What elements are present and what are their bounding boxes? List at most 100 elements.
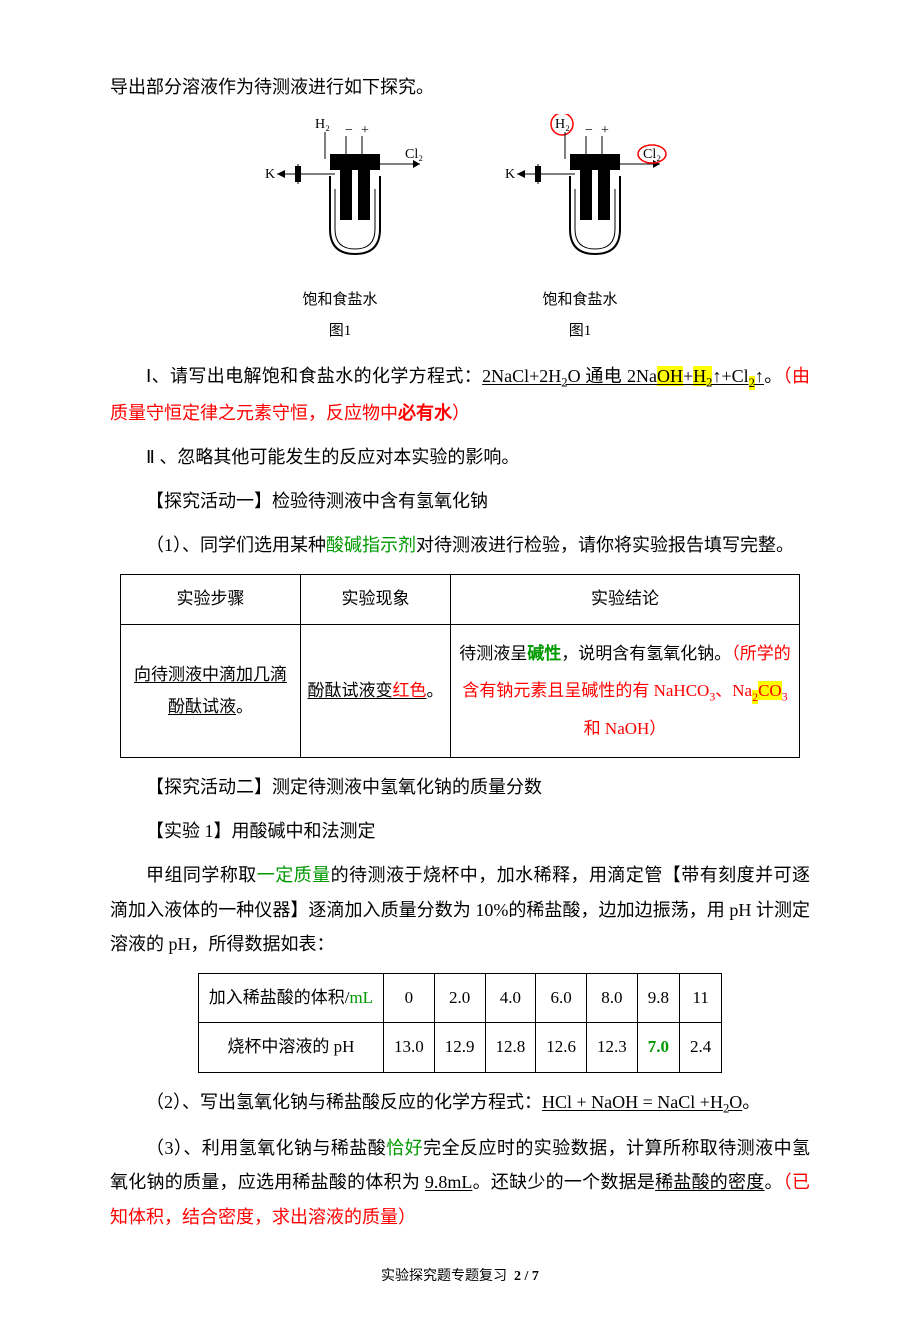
t2-cell: 12.3: [587, 1023, 638, 1072]
table-row: 实验步骤 实验现象 实验结论: [121, 575, 800, 624]
t2-cell: 2.4: [680, 1023, 722, 1072]
r1-prefix: Ⅰ、请写出电解饱和食盐水的化学方程式：: [146, 366, 482, 386]
q3-d: 。还缺少的一个数据是: [472, 1172, 655, 1192]
t2-cell: 12.9: [434, 1023, 485, 1072]
q1-c: 对待测液进行检验，请你将实验报告填写完整。: [416, 535, 794, 555]
t2-r2-label: 烧杯中溶液的 pH: [198, 1023, 383, 1072]
q2-prefix: （2）、写出氢氧化钠与稀盐酸反应的化学方程式：: [146, 1092, 542, 1112]
t2r1b: mL: [349, 988, 373, 1007]
electrolysis-svg-2: H₂ − + Cl₂ K: [485, 114, 675, 284]
electrode-neg: −: [345, 123, 353, 138]
eq-f: ↑+Cl: [712, 366, 748, 386]
cell-phenom: 酚酞试液变红色。: [301, 624, 451, 757]
footer-page: 2 / 7: [514, 1269, 539, 1284]
step-c: 。: [236, 697, 253, 716]
eq-oh: OH: [657, 366, 683, 386]
step-b: 酚酞试液: [168, 697, 236, 716]
roman-2: Ⅱ 、忽略其他可能发生的反应对本实验的影响。: [110, 440, 810, 474]
table-1: 实验步骤 实验现象 实验结论 向待测液中滴加几滴 酚酞试液。 酚酞试液变红色。 …: [120, 574, 800, 758]
ph-c: 。: [427, 681, 444, 700]
q1: （1）、同学们选用某种酸碱指示剂对待测液进行检验，请你将实验报告填写完整。: [110, 528, 810, 562]
activity-2-title: 【探究活动二】测定待测液中氢氧化钠的质量分数: [110, 770, 810, 804]
cell-step: 向待测液中滴加几滴 酚酞试液。: [121, 624, 301, 757]
q1-a: （1）、同学们选用某种: [146, 535, 326, 555]
gas-h2-label-2: H₂: [555, 117, 570, 132]
note-b: 必有水: [398, 403, 452, 423]
t2-cell: 4.0: [485, 974, 536, 1023]
diagram-right: H₂ − + Cl₂ K 饱和食盐水 图1: [485, 114, 675, 345]
q2e1: HCl + NaOH = NaCl +H: [542, 1092, 723, 1112]
q3: （3）、利用氢氧化钠与稀盐酸恰好完全反应时的实验数据，计算所称取待测液中氢氧化钠…: [110, 1131, 810, 1234]
activity-1-title: 【探究活动一】检验待测液中含有氢氧化钠: [110, 484, 810, 518]
electrolysis-svg: H₂ − + Cl₂ K: [245, 114, 435, 284]
q2: （2）、写出氢氧化钠与稀盐酸反应的化学方程式：HCl + NaOH = NaCl…: [110, 1085, 810, 1122]
q3-f: 。: [765, 1172, 783, 1192]
gas-cl2-label: Cl₂: [405, 147, 423, 162]
beaker-label-2: 饱和食盐水: [542, 286, 617, 315]
exp1-para: 甲组同学称取一定质量的待测液于烧杯中，加水稀释，用滴定管【带有刻度并可逐滴加入液…: [110, 858, 810, 961]
eq-g: ↑: [755, 366, 764, 386]
ph-a1: 酚酞试液变: [308, 681, 393, 700]
diagram-row: H₂ − + Cl₂ K 饱和食盐水 图1 H₂ − +: [110, 114, 810, 345]
table-row: 向待测液中滴加几滴 酚酞试液。 酚酞试液变红色。 待测液呈碱性，说明含有氢氧化钠…: [121, 624, 800, 757]
t2-cell: 12.6: [536, 1023, 587, 1072]
t2r1a: 加入稀盐酸的体积/: [209, 988, 350, 1007]
cc-e: 、Na: [715, 681, 752, 700]
electrode-pos-2: +: [601, 123, 609, 138]
table-2: 加入稀盐酸的体积/mL 0 2.0 4.0 6.0 8.0 9.8 11 烧杯中…: [198, 973, 723, 1073]
page-footer: 实验探究题专题复习 2 / 7: [110, 1264, 810, 1291]
cc-b: 碱性: [527, 644, 561, 663]
q2-end: 。: [742, 1092, 760, 1112]
valve-k: K: [265, 167, 275, 182]
t2-cell-highlight: 7.0: [637, 1023, 679, 1072]
electrode-neg-2: −: [585, 123, 593, 138]
diagram-left: H₂ − + Cl₂ K 饱和食盐水 图1: [245, 114, 435, 345]
table-row: 加入稀盐酸的体积/mL 0 2.0 4.0 6.0 8.0 9.8 11: [198, 974, 722, 1023]
th-phenom: 实验现象: [301, 575, 451, 624]
gas-cl2-label-2: Cl₂: [643, 147, 661, 162]
ph-b: 红色: [393, 681, 427, 700]
t2-cell: 6.0: [536, 974, 587, 1023]
exp1-title: 【实验 1】用酸碱中和法测定: [110, 814, 810, 848]
ep-b: 一定质量: [257, 865, 331, 885]
eq-b: O 通电 2Na: [568, 366, 657, 386]
t2-cell: 0: [384, 974, 435, 1023]
t2-cell: 13.0: [384, 1023, 435, 1072]
step-a: 向待测液中滴加几滴: [134, 665, 287, 684]
t2-cell: 11: [680, 974, 722, 1023]
t2-cell: 12.8: [485, 1023, 536, 1072]
eq-d: +: [683, 366, 693, 386]
q2e2: O: [729, 1092, 742, 1112]
t2-r1-label: 加入稀盐酸的体积/mL: [198, 974, 383, 1023]
t2-cell: 8.0: [587, 974, 638, 1023]
cc-c: ，说明含有氢氧化钠。: [561, 644, 731, 663]
fig-label-2: 图1: [569, 317, 592, 346]
t2-cell: 2.0: [434, 974, 485, 1023]
cc-f: CO: [758, 681, 782, 700]
q3-e: 稀盐酸的密度: [655, 1172, 764, 1192]
q3-a: （3）、利用氢氧化钠与稀盐酸: [146, 1138, 386, 1158]
th-concl: 实验结论: [451, 575, 800, 624]
footer-title: 实验探究题专题复习: [381, 1269, 507, 1284]
t2-cell: 9.8: [637, 974, 679, 1023]
q3-b: 恰好: [386, 1138, 423, 1158]
table-row: 烧杯中溶液的 pH 13.0 12.9 12.8 12.6 12.3 7.0 2…: [198, 1023, 722, 1072]
note-c: ）: [452, 403, 470, 423]
roman-1: Ⅰ、请写出电解饱和食盐水的化学方程式：2NaCl+2H2O 通电 2NaOH+H…: [110, 359, 810, 430]
th-step: 实验步骤: [121, 575, 301, 624]
ph-a: 酚酞试液变红色: [308, 681, 427, 700]
eq-e: H: [693, 366, 706, 386]
ep-a: 甲组同学称取: [146, 865, 257, 885]
gas-h2-label: H₂: [315, 117, 330, 132]
cc-a: 待测液呈: [459, 644, 527, 663]
valve-k-2: K: [505, 167, 515, 182]
r1-eq: 2NaCl+2H2O 通电 2NaOH+H2↑+Cl2↑: [482, 366, 764, 386]
electrode-pos: +: [361, 123, 369, 138]
q3-vol: 9.8mL: [425, 1172, 473, 1192]
eq-end: 。: [764, 366, 783, 386]
eq-h2: H2: [693, 366, 712, 386]
cc-g: 和 NaOH）: [584, 719, 667, 738]
cell-concl: 待测液呈碱性，说明含有氢氧化钠。（所学的含有钠元素且呈碱性的有 NaHCO3、N…: [451, 624, 800, 757]
intro-text: 导出部分溶液作为待测液进行如下探究。: [110, 70, 810, 104]
fig-label-1: 图1: [329, 317, 352, 346]
